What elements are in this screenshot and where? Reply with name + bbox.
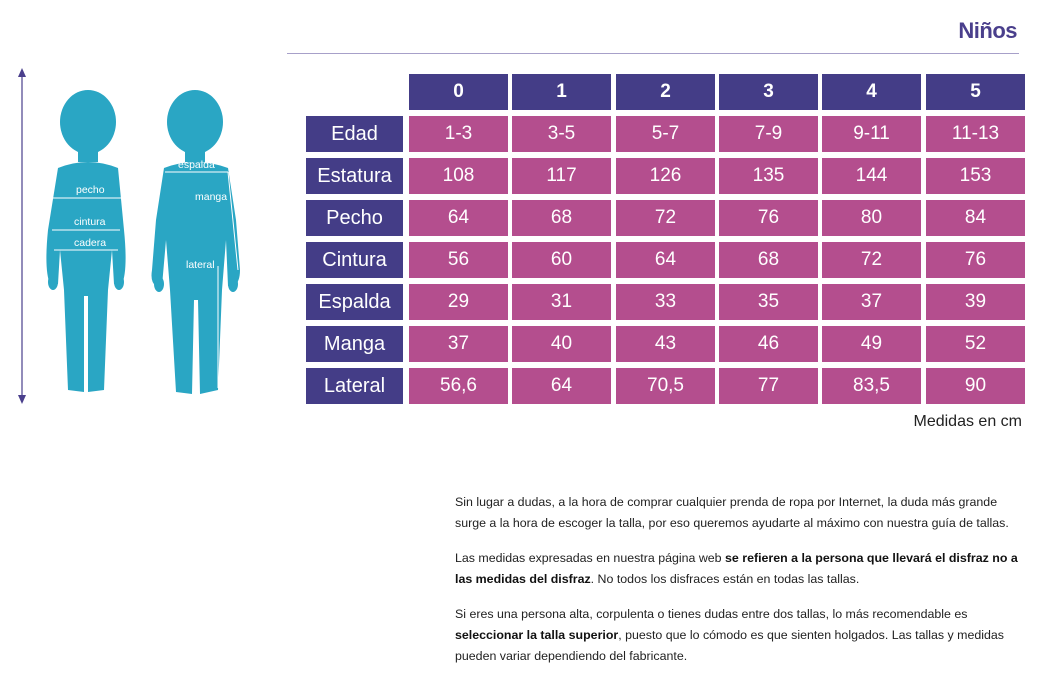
note-paragraph-3: Si eres una persona alta, corpulenta o t… bbox=[455, 604, 1030, 667]
row-label-lateral: Lateral bbox=[306, 368, 403, 404]
table-cell: 153 bbox=[926, 158, 1025, 194]
page-title: Niños bbox=[958, 18, 1017, 43]
table-cell: 3-5 bbox=[512, 116, 611, 152]
column-header-size-2: 2 bbox=[616, 74, 715, 110]
table-cell: 37 bbox=[822, 284, 921, 320]
note-2-bold: se refieren a la persona que llevará el … bbox=[455, 551, 1018, 586]
table-cell: 80 bbox=[822, 200, 921, 236]
note-3-bold: seleccionar la talla superior bbox=[455, 628, 619, 642]
row-label-espalda: Espalda bbox=[306, 284, 403, 320]
table-cell: 29 bbox=[409, 284, 508, 320]
table-cell: 1-3 bbox=[409, 116, 508, 152]
table-cell: 108 bbox=[409, 158, 508, 194]
table-cell: 117 bbox=[512, 158, 611, 194]
table-cell: 7-9 bbox=[719, 116, 818, 152]
table-cell: 72 bbox=[616, 200, 715, 236]
table-cell: 11-13 bbox=[926, 116, 1025, 152]
table-cell: 60 bbox=[512, 242, 611, 278]
table-cell: 46 bbox=[719, 326, 818, 362]
table-cell: 135 bbox=[719, 158, 818, 194]
table-cell: 126 bbox=[616, 158, 715, 194]
table-cell: 144 bbox=[822, 158, 921, 194]
table-cell: 5-7 bbox=[616, 116, 715, 152]
table-cell: 37 bbox=[409, 326, 508, 362]
child-back-silhouette bbox=[151, 90, 240, 394]
label-espalda: espalda bbox=[178, 159, 215, 171]
table-cell: 90 bbox=[926, 368, 1025, 404]
title-divider bbox=[287, 53, 1019, 54]
row-label-edad: Edad bbox=[306, 116, 403, 152]
table-cell: 49 bbox=[822, 326, 921, 362]
height-arrow-icon bbox=[18, 68, 26, 404]
table-cell: 77 bbox=[719, 368, 818, 404]
row-label-manga: Manga bbox=[306, 326, 403, 362]
note-2-text-c: . No todos los disfraces están en todas … bbox=[590, 572, 860, 586]
table-cell: 84 bbox=[926, 200, 1025, 236]
table-cell: 39 bbox=[926, 284, 1025, 320]
table-cell: 70,5 bbox=[616, 368, 715, 404]
column-header-size-1: 1 bbox=[512, 74, 611, 110]
table-cell: 68 bbox=[512, 200, 611, 236]
label-cadera: cadera bbox=[74, 237, 106, 249]
table-cell: 56,6 bbox=[409, 368, 508, 404]
column-header-size-0: 0 bbox=[409, 74, 508, 110]
note-paragraph-2: Las medidas expresadas en nuestra página… bbox=[455, 548, 1030, 590]
table-cell: 35 bbox=[719, 284, 818, 320]
note-2-text-a: Las medidas expresadas en nuestra página… bbox=[455, 551, 726, 565]
row-label-pecho: Pecho bbox=[306, 200, 403, 236]
label-pecho: pecho bbox=[76, 184, 105, 196]
table-cell: 33 bbox=[616, 284, 715, 320]
table-cell: 40 bbox=[512, 326, 611, 362]
label-cintura: cintura bbox=[74, 216, 106, 228]
table-cell: 64 bbox=[512, 368, 611, 404]
table-cell: 76 bbox=[926, 242, 1025, 278]
table-cell: 76 bbox=[719, 200, 818, 236]
table-cell: 31 bbox=[512, 284, 611, 320]
column-header-size-4: 4 bbox=[822, 74, 921, 110]
table-cell: 64 bbox=[616, 242, 715, 278]
label-manga: manga bbox=[195, 191, 227, 203]
label-lateral: lateral bbox=[186, 259, 215, 271]
note-paragraph-1: Sin lugar a dudas, a la hora de comprar … bbox=[455, 495, 1009, 530]
row-label-cintura: Cintura bbox=[306, 242, 403, 278]
table-cell: 56 bbox=[409, 242, 508, 278]
child-front-silhouette bbox=[46, 90, 126, 392]
table-cell: 64 bbox=[409, 200, 508, 236]
note-3-text-a: Si eres una persona alta, corpulenta o t… bbox=[455, 607, 968, 621]
column-header-size-5: 5 bbox=[926, 74, 1025, 110]
note-3-text-c: , puesto que lo cómodo es que sienten ho… bbox=[455, 628, 1004, 663]
table-cell: 9-11 bbox=[822, 116, 921, 152]
row-label-estatura: Estatura bbox=[306, 158, 403, 194]
size-guide-notes: Sin lugar a dudas, a la hora de comprar … bbox=[455, 492, 1030, 681]
table-cell: 52 bbox=[926, 326, 1025, 362]
body-measurement-figures: pecho cintura cadera espalda manga later… bbox=[18, 68, 240, 404]
table-cell: 72 bbox=[822, 242, 921, 278]
table-cell: 68 bbox=[719, 242, 818, 278]
units-note: Medidas en cm bbox=[913, 413, 1023, 430]
column-header-size-3: 3 bbox=[719, 74, 818, 110]
table-cell: 83,5 bbox=[822, 368, 921, 404]
table-cell: 43 bbox=[616, 326, 715, 362]
